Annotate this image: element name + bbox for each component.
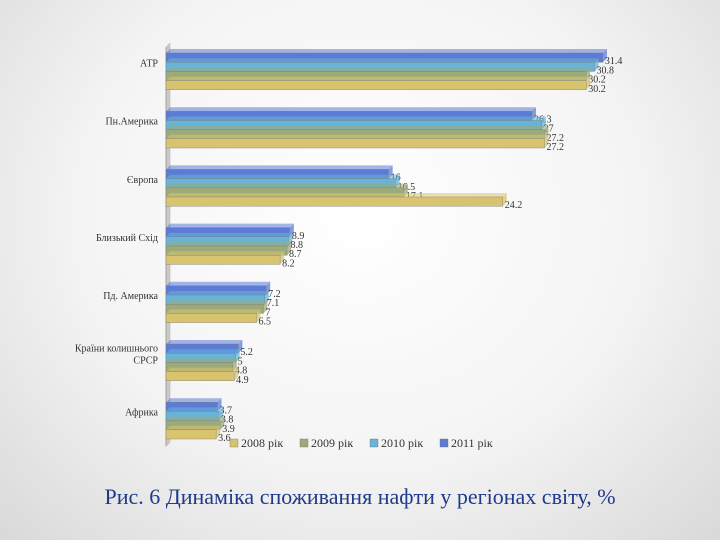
- data-label: 7: [265, 307, 270, 318]
- data-label: 7.1: [267, 298, 280, 309]
- category-label: Пн.Америка: [105, 117, 158, 128]
- data-label: 3.8: [221, 415, 234, 426]
- oil-consumption-chart: 31.430.830.230.2АТР26.32727.227.2Пн.Амер…: [75, 42, 623, 450]
- data-label: 4.8: [235, 366, 248, 377]
- data-label: 27.2: [546, 142, 564, 153]
- data-label: 8.7: [289, 249, 302, 260]
- category-label: Європа: [127, 175, 159, 186]
- data-label: 4.9: [236, 375, 249, 386]
- bar-2010-рік-4: [165, 291, 269, 305]
- data-label: 7.2: [268, 289, 281, 300]
- data-label: 27.2: [546, 133, 564, 144]
- data-label: 30.2: [588, 84, 606, 95]
- data-label: 27: [544, 124, 554, 135]
- data-label: 5: [238, 356, 243, 367]
- data-label: 3.9: [222, 424, 235, 435]
- bar-2009-рік-0: [165, 67, 591, 81]
- bar-2008-рік-5: [165, 367, 239, 382]
- data-label: 8.9: [292, 231, 305, 242]
- data-label: 3.6: [218, 433, 231, 444]
- data-label: 31.4: [605, 56, 623, 67]
- category-label: Африка: [125, 408, 158, 419]
- bar-2011-рік-5: [165, 340, 243, 354]
- legend-item-2: 2010 рік: [369, 436, 423, 450]
- legend-label: 2009 рік: [311, 436, 353, 450]
- bar-2009-рік-2: [165, 183, 408, 198]
- data-label: 24.2: [505, 200, 523, 211]
- bar-2008-рік-3: [165, 251, 285, 265]
- legend-label: 2011 рік: [451, 436, 493, 450]
- legend-item-3: 2011 рік: [439, 436, 493, 450]
- bar-2008-рік-2: [165, 193, 507, 207]
- bar-2009-рік-6: [165, 416, 225, 431]
- data-label: 6.5: [258, 317, 271, 328]
- bar-2011-рік-3: [165, 223, 294, 238]
- bar-2008-рік-6: [165, 425, 221, 440]
- bar-2008-рік-0: [165, 76, 591, 90]
- bar-2010-рік-6: [165, 407, 223, 421]
- bar-2008-рік-4: [165, 309, 261, 323]
- category-label: СРСР: [133, 355, 158, 366]
- data-label: 5.2: [240, 347, 253, 358]
- bar-2010-рік-1: [165, 116, 546, 130]
- data-label: 3.7: [219, 405, 232, 416]
- legend-item-0: 2008 рік: [229, 436, 283, 450]
- bar-2011-рік-2: [165, 165, 393, 179]
- data-label: 30.8: [597, 65, 615, 76]
- data-label: 8.8: [290, 240, 303, 251]
- category-label: Пд. Америка: [103, 291, 158, 302]
- category-label: АТР: [140, 58, 158, 69]
- data-label: 30.2: [588, 75, 606, 86]
- data-label: 8.2: [282, 258, 295, 269]
- category-label: Близький Схід: [96, 233, 158, 244]
- category-label: Країни колишнього: [75, 343, 158, 354]
- legend-item-1: 2009 рік: [299, 436, 353, 450]
- legend-label: 2010 рік: [381, 436, 423, 450]
- figure-caption: Рис. 6 Динаміка споживання нафти у регіо…: [104, 484, 616, 509]
- legend-label: 2008 рік: [241, 436, 283, 450]
- bar-2008-рік-1: [165, 134, 549, 149]
